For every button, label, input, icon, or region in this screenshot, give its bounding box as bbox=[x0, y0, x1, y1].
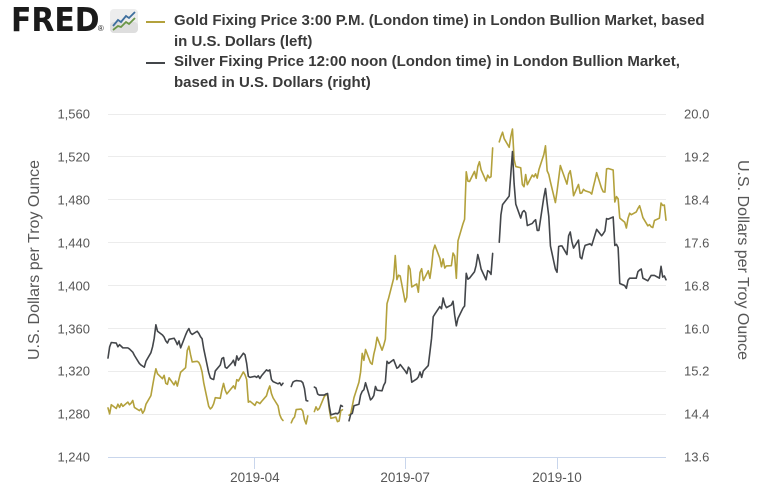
gold-series-label-line1: Gold Fixing Price 3:00 P.M. (London time… bbox=[174, 12, 705, 29]
left-axis-tick-label: 1,280 bbox=[57, 406, 90, 422]
right-axis-tick-label: 15.2 bbox=[684, 363, 710, 379]
right-axis-tick-label: 18.4 bbox=[684, 192, 710, 208]
right-axis-tick-label: 17.6 bbox=[684, 235, 710, 251]
gold-series-label: Gold Fixing Price 3:00 P.M. (London time… bbox=[174, 11, 705, 52]
registered-trademark-icon: ® bbox=[97, 24, 104, 33]
silver-price-line bbox=[107, 150, 667, 422]
right-axis-tick-label: 16.8 bbox=[684, 278, 710, 294]
logo-icon-background-shade bbox=[109, 22, 138, 33]
logo-icon-green-line bbox=[112, 17, 136, 31]
fred-logo-text: FRED bbox=[11, 0, 100, 39]
silver-series-label-line2: based in U.S. Dollars (right) bbox=[174, 73, 371, 91]
chart-legend: Gold Fixing Price 3:00 P.M. (London time… bbox=[146, 11, 705, 93]
x-axis-tick-label: 2019-04 bbox=[230, 470, 280, 485]
right-axis-tick-label: 13.6 bbox=[684, 449, 710, 465]
left-axis-tick-label: 1,240 bbox=[57, 449, 90, 465]
silver-series-label: Silver Fixing Price 12:00 noon (London t… bbox=[174, 52, 680, 93]
left-axis-tick-label: 1,480 bbox=[57, 192, 90, 208]
logo-icon-blue-line bbox=[112, 11, 136, 27]
right-axis-tick-label: 16.0 bbox=[684, 321, 710, 337]
fred-logo: FRED ® bbox=[11, 0, 146, 39]
left-axis-tick-label: 1,560 bbox=[57, 106, 90, 122]
gold-price-line bbox=[107, 128, 667, 425]
silver-series-swatch bbox=[146, 62, 165, 64]
right-axis-tick-label: 19.2 bbox=[684, 149, 710, 165]
legend-entry-gold[interactable]: Gold Fixing Price 3:00 P.M. (London time… bbox=[146, 11, 705, 52]
gold-series-label-line2: in U.S. Dollars (left) bbox=[174, 32, 313, 50]
left-axis-tick-label: 1,360 bbox=[57, 321, 90, 337]
x-axis-tick-label: 2019-10 bbox=[532, 470, 582, 485]
right-axis-tick-label: 20.0 bbox=[684, 106, 710, 122]
left-axis-tick-label: 1,400 bbox=[57, 278, 90, 294]
left-axis-tick-label: 1,520 bbox=[57, 149, 90, 165]
legend-entry-silver[interactable]: Silver Fixing Price 12:00 noon (London t… bbox=[146, 52, 705, 93]
right-axis-tick-label: 14.4 bbox=[684, 406, 710, 422]
silver-series-label-line1: Silver Fixing Price 12:00 noon (London t… bbox=[174, 53, 680, 70]
left-axis-tick-label: 1,440 bbox=[57, 235, 90, 251]
x-axis-tick-label: 2019-07 bbox=[380, 470, 430, 485]
fred-logo-chart-icon bbox=[109, 9, 138, 33]
left-axis-tick-label: 1,320 bbox=[57, 363, 90, 379]
gold-series-swatch bbox=[146, 21, 165, 23]
